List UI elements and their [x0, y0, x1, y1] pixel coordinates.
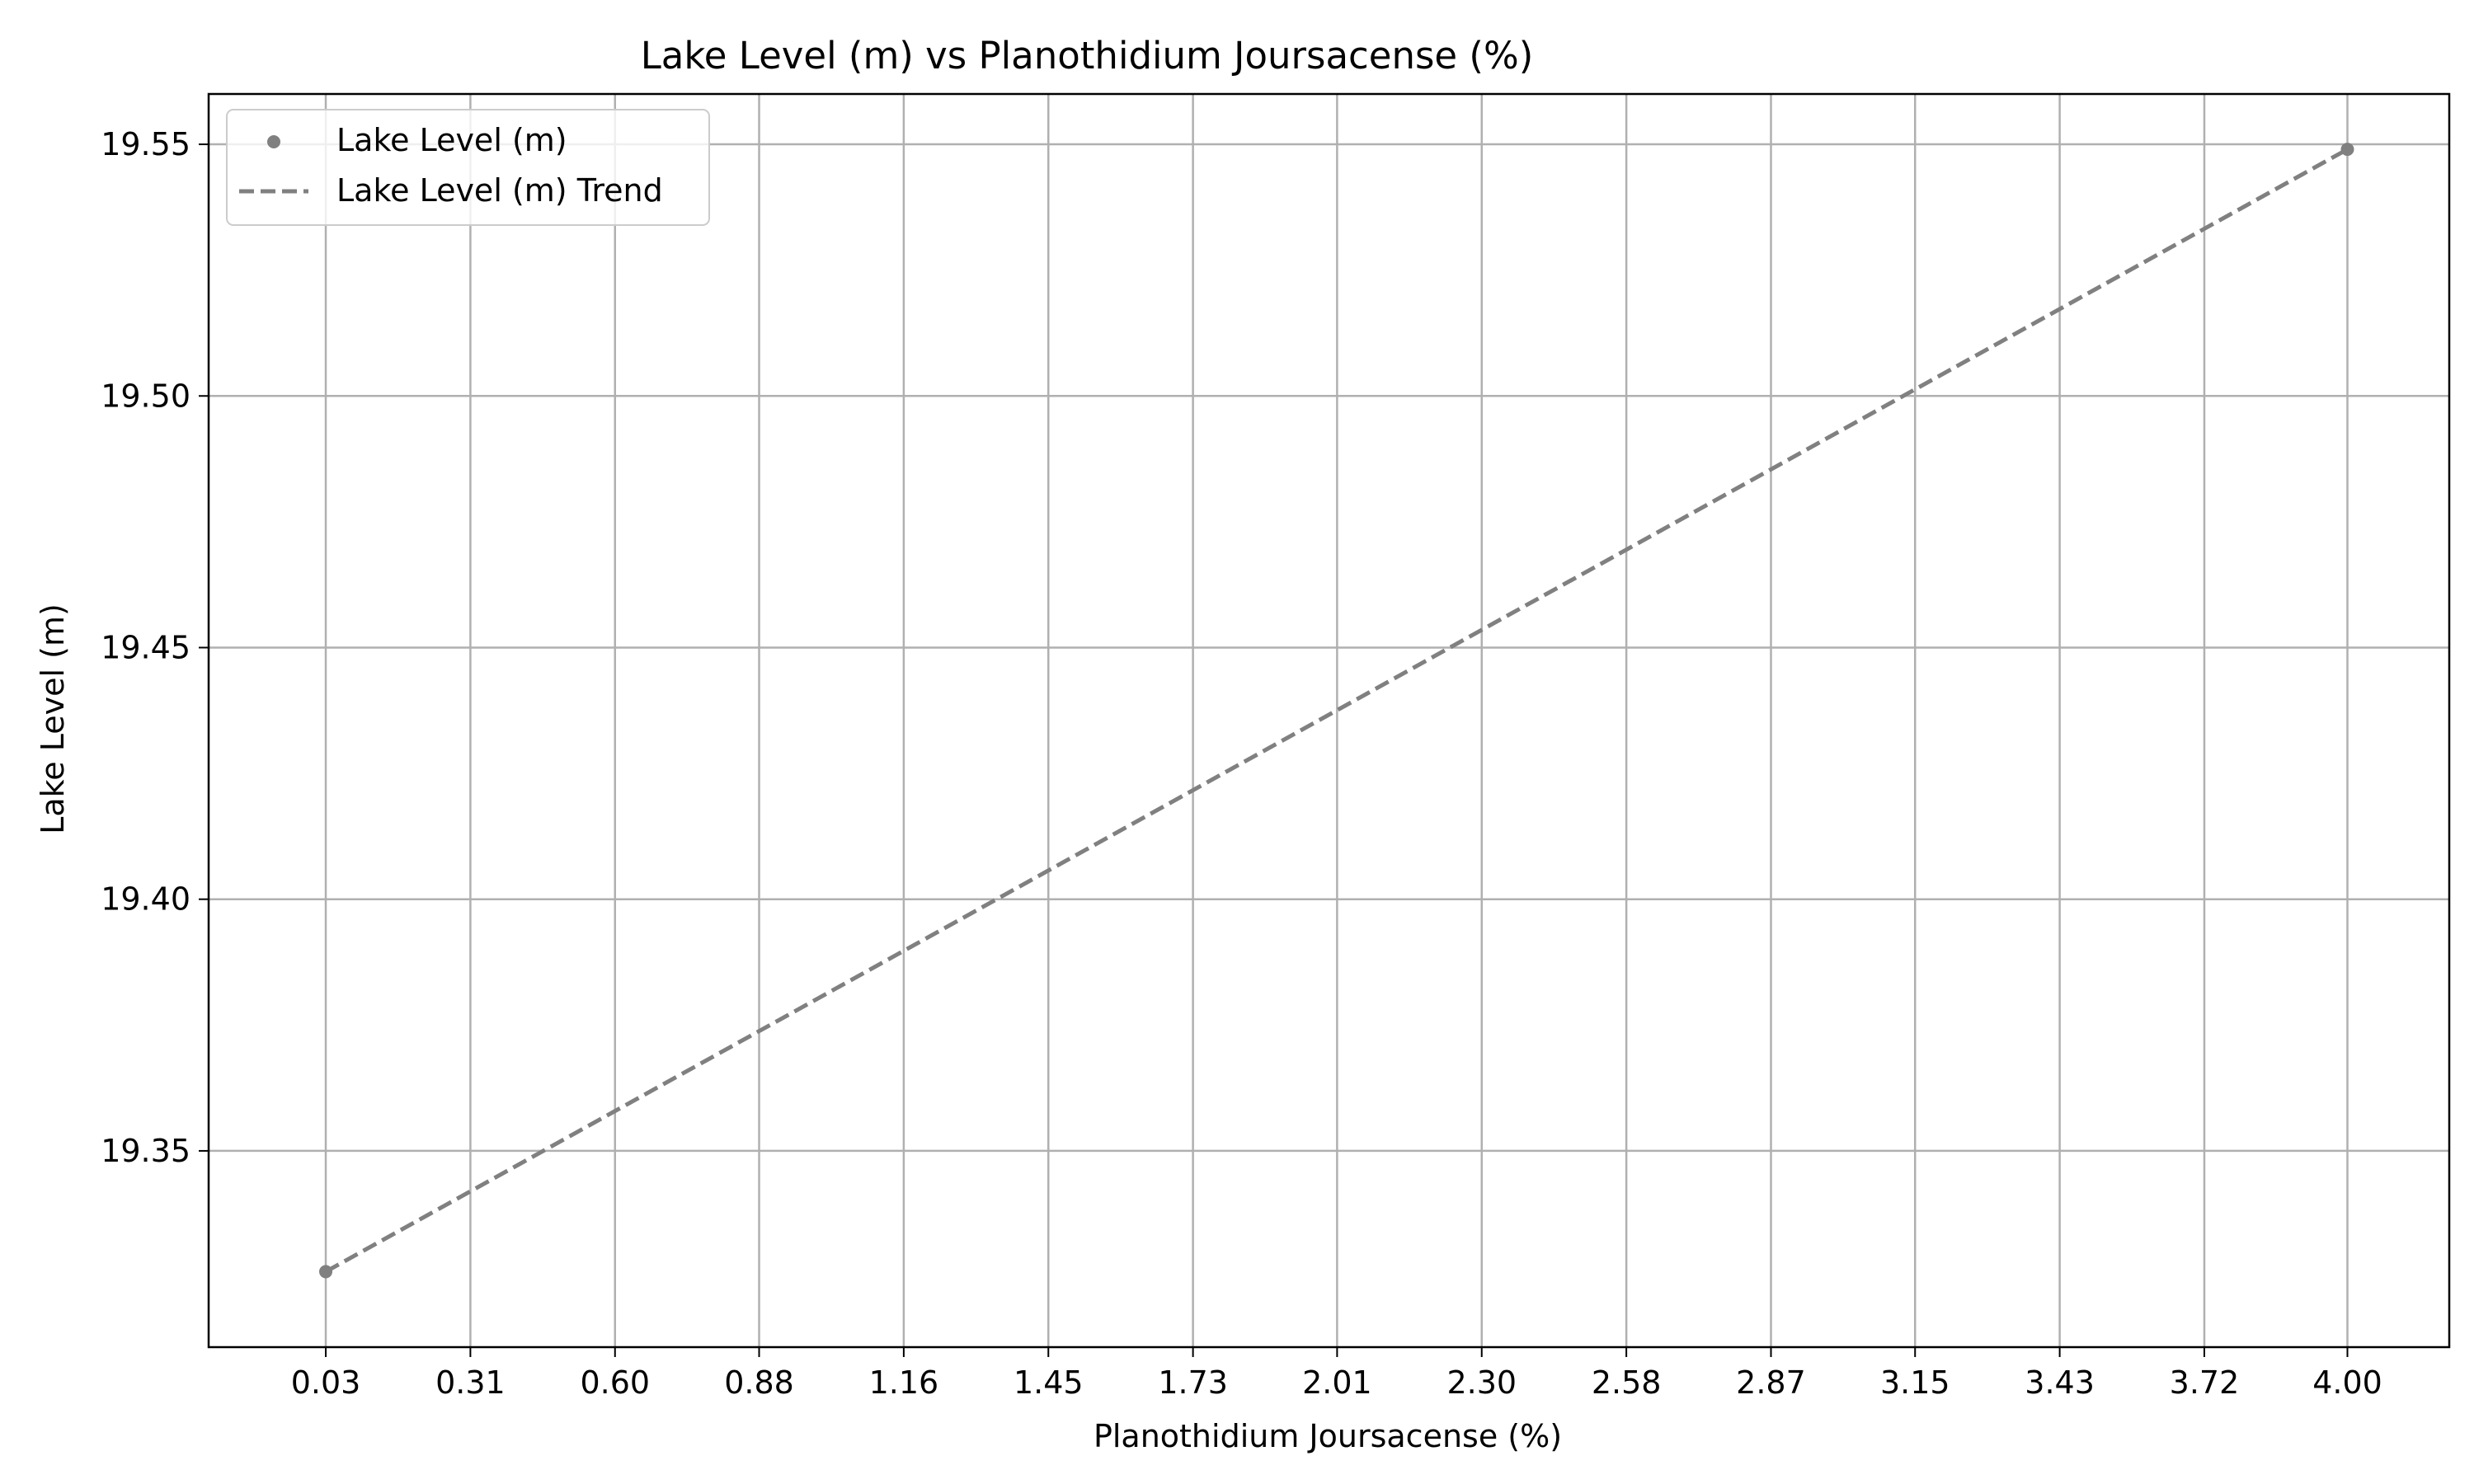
legend-marker-scatter: [267, 135, 280, 148]
x-tick-label: 3.15: [1880, 1364, 1950, 1401]
x-tick-label: 1.73: [1158, 1364, 1228, 1401]
x-tick-label: 2.01: [1302, 1364, 1372, 1401]
plot-frame: [207, 92, 2451, 1349]
x-tick-label: 2.87: [1736, 1364, 1806, 1401]
y-axis-label: Lake Level (m): [35, 603, 71, 834]
plot-data: [319, 143, 2354, 1279]
scatter-point: [319, 1265, 333, 1279]
x-tick-label: 0.31: [435, 1364, 506, 1401]
x-tick-label: 4.00: [2312, 1364, 2382, 1401]
legend: Lake Level (m) Lake Level (m) Trend: [226, 109, 710, 226]
y-tick-label: 19.50: [101, 378, 190, 414]
legend-label-trend: Lake Level (m) Trend: [336, 172, 663, 209]
x-tick-label: 2.30: [1446, 1364, 1517, 1401]
x-tick-label: 0.60: [580, 1364, 650, 1401]
grid: [209, 94, 2449, 1347]
y-tick-label: 19.35: [101, 1133, 190, 1169]
axis-ticks: 0.03 0.31 0.60 0.88 1.16 1.45 1.73 2.01 2.30 2.58…: [101, 126, 2382, 1401]
x-tick-label: 1.45: [1014, 1364, 1084, 1401]
y-tick-label: 19.40: [101, 881, 190, 918]
chart-title: Lake Level (m) vs Planothidium Joursacen…: [641, 34, 1534, 77]
y-tick-label: 19.45: [101, 629, 190, 665]
x-tick-label: 1.16: [869, 1364, 939, 1401]
x-tick-label: 0.03: [291, 1364, 361, 1401]
x-tick-label: 2.58: [1592, 1364, 1662, 1401]
x-tick-label: 3.43: [2025, 1364, 2095, 1401]
scatter-point: [2340, 143, 2354, 157]
legend-label-scatter: Lake Level (m): [336, 122, 567, 158]
y-tick-label: 19.55: [101, 126, 190, 162]
x-tick-label: 3.72: [2170, 1364, 2240, 1401]
legend-box: [226, 109, 710, 226]
x-axis-label: Planothidium Joursacense (%): [1094, 1418, 1562, 1454]
x-tick-label: 0.88: [724, 1364, 794, 1401]
